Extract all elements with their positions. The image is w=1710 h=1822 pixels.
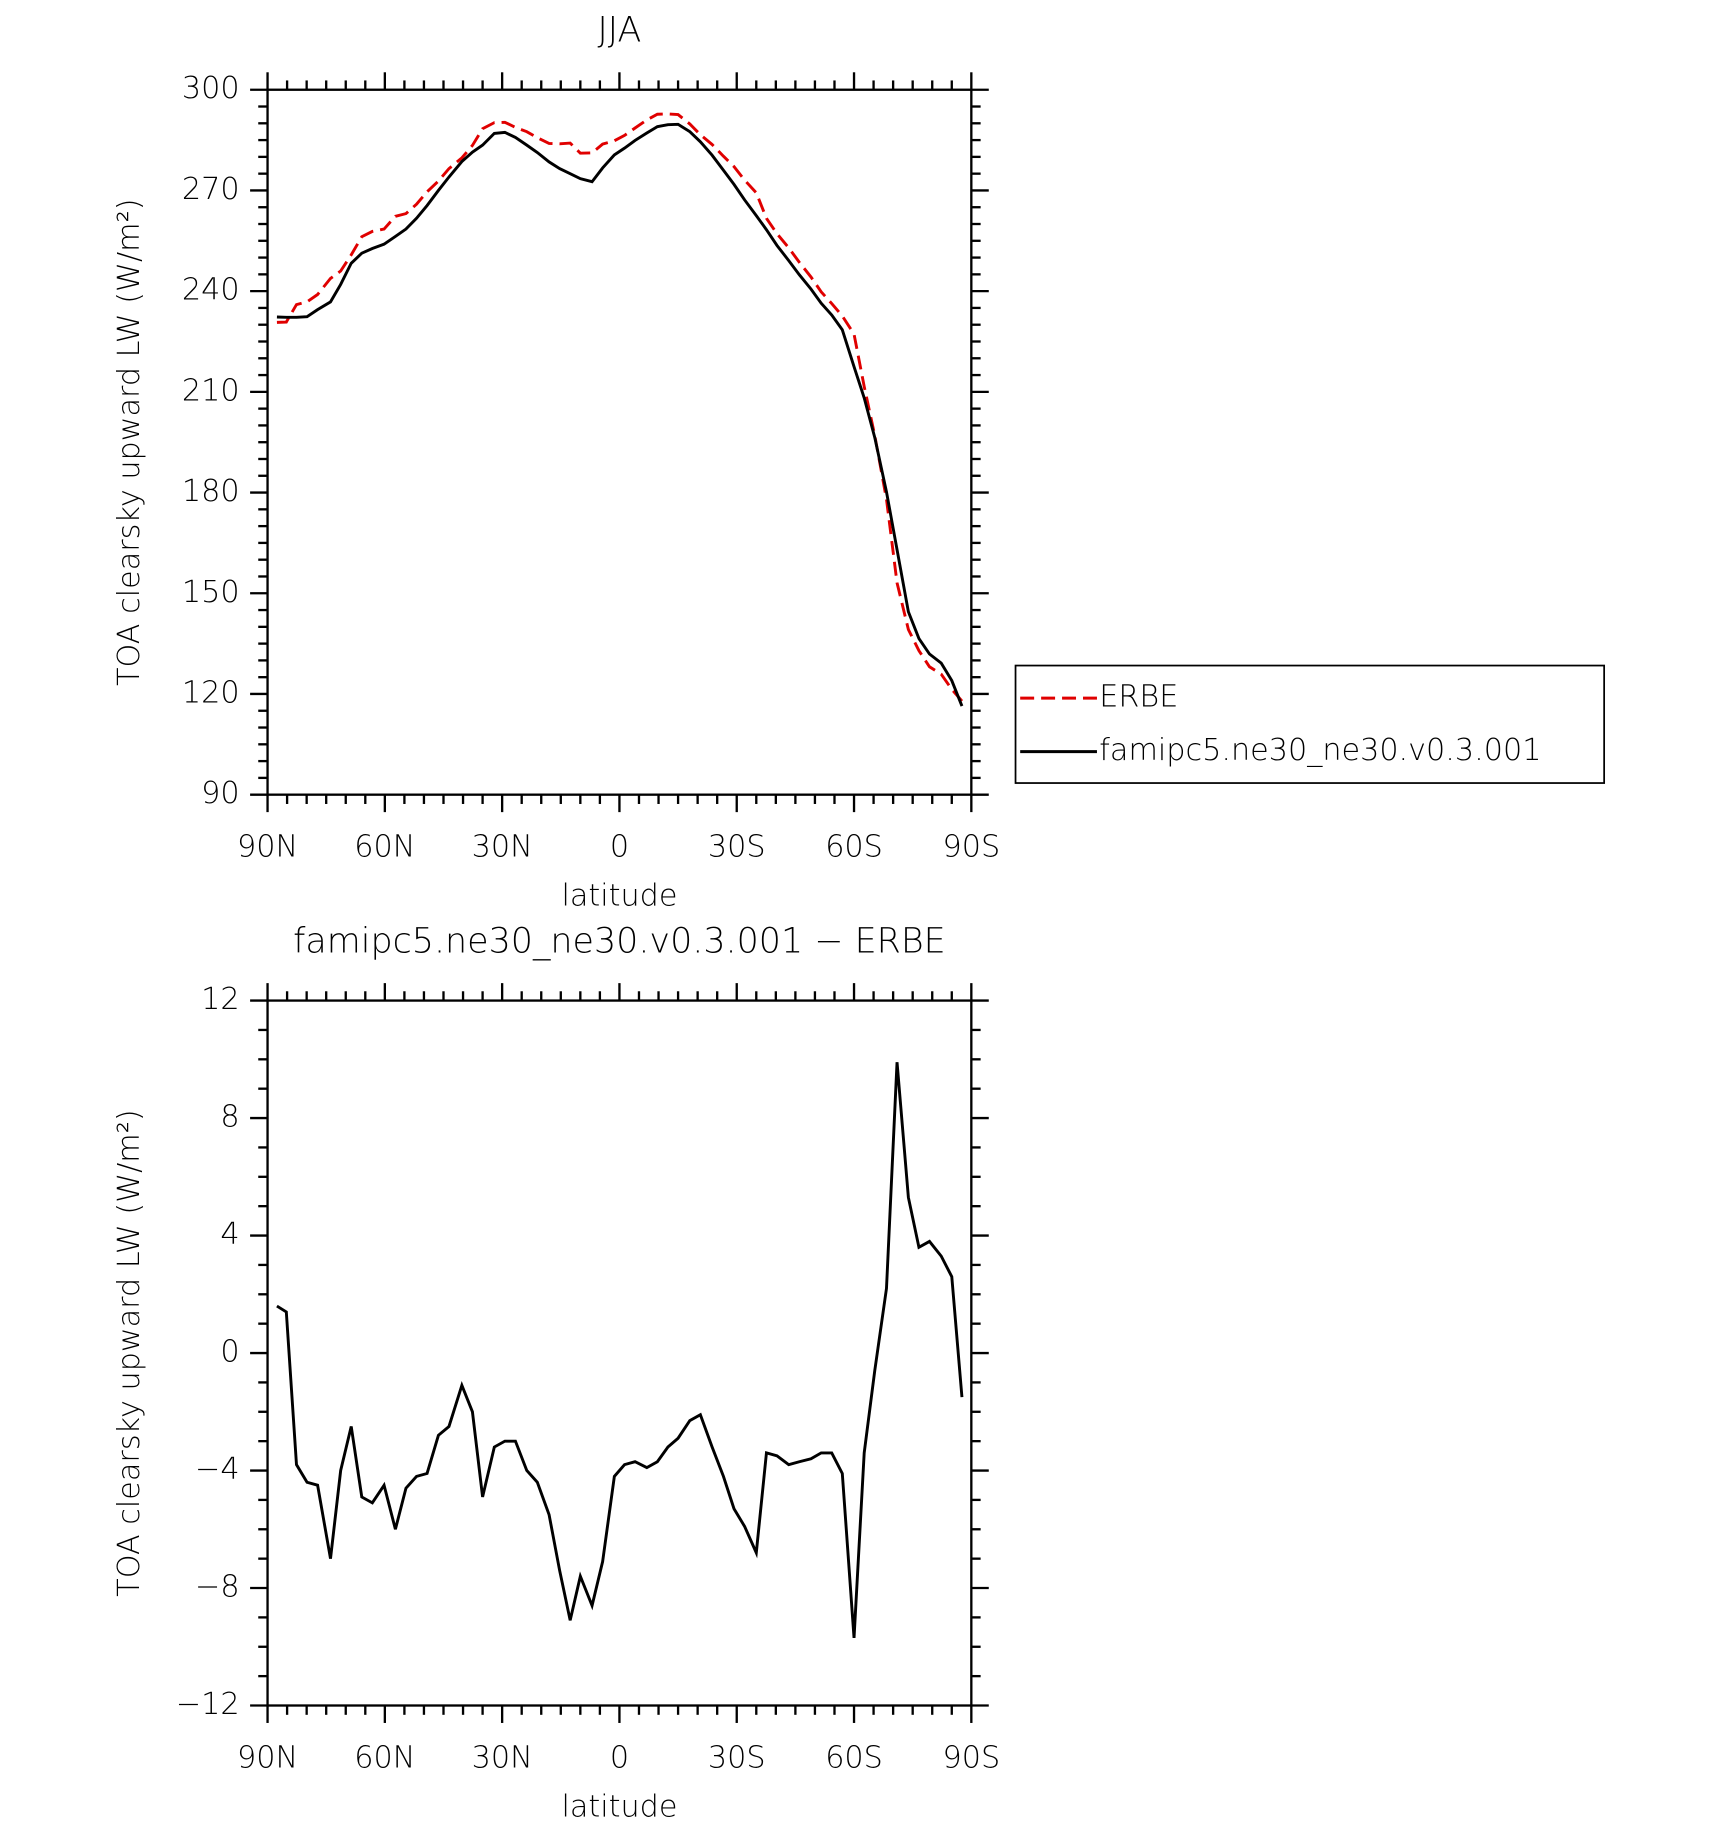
y-tick-label: 270 bbox=[182, 172, 240, 207]
y-tick-label: 8 bbox=[220, 1100, 239, 1135]
y-tick-label: −4 bbox=[195, 1452, 240, 1487]
data-line bbox=[276, 112, 964, 702]
y-axis-label: TOA clearsky upward LW (W/m²) bbox=[112, 198, 147, 685]
y-axis-label: TOA clearsky upward LW (W/m²) bbox=[112, 1109, 147, 1596]
data-line bbox=[276, 1062, 964, 1639]
y-tick-label: 300 bbox=[182, 71, 240, 106]
x-tick-label: 30N bbox=[472, 830, 533, 865]
data-line bbox=[276, 122, 964, 707]
x-tick-label: 30S bbox=[708, 1741, 766, 1776]
x-tick-label: 30S bbox=[708, 830, 766, 865]
x-tick-label: 0 bbox=[610, 830, 629, 865]
y-tick-label: 150 bbox=[182, 575, 240, 610]
x-tick-label: 90N bbox=[237, 1741, 298, 1776]
legend-box bbox=[1014, 664, 1606, 784]
plot-frame bbox=[266, 88, 973, 796]
y-tick-label: 12 bbox=[201, 982, 239, 1017]
y-tick-label: −8 bbox=[195, 1570, 240, 1605]
x-tick-label: 60S bbox=[825, 1741, 883, 1776]
y-tick-label: 4 bbox=[220, 1217, 239, 1252]
chart-title: famipc5.ne30_ne30.v0.3.001 − ERBE bbox=[293, 921, 946, 961]
x-tick-label: 90N bbox=[237, 830, 298, 865]
plot-frame bbox=[266, 999, 973, 1707]
x-tick-label: 60S bbox=[825, 830, 883, 865]
x-tick-label: 90S bbox=[942, 830, 1000, 865]
y-tick-label: −12 bbox=[176, 1687, 240, 1722]
legend-label: ERBE bbox=[1099, 680, 1178, 715]
y-tick-label: 210 bbox=[182, 373, 240, 408]
x-tick-label: 90S bbox=[942, 1741, 1000, 1776]
y-tick-label: 120 bbox=[182, 675, 240, 710]
y-tick-label: 90 bbox=[201, 776, 239, 811]
x-tick-label: 0 bbox=[610, 1741, 629, 1776]
y-tick-label: 240 bbox=[182, 273, 240, 308]
x-axis-label: latitude bbox=[561, 1789, 677, 1822]
x-axis-label: latitude bbox=[561, 879, 677, 914]
legend-label: famipc5.ne30_ne30.v0.3.001 bbox=[1099, 733, 1541, 768]
chart-title: JJA bbox=[598, 11, 642, 51]
y-tick-label: 180 bbox=[182, 474, 240, 509]
x-tick-label: 30N bbox=[472, 1741, 533, 1776]
x-tick-label: 60N bbox=[354, 1741, 415, 1776]
x-tick-label: 60N bbox=[354, 830, 415, 865]
y-tick-label: 0 bbox=[220, 1335, 239, 1370]
